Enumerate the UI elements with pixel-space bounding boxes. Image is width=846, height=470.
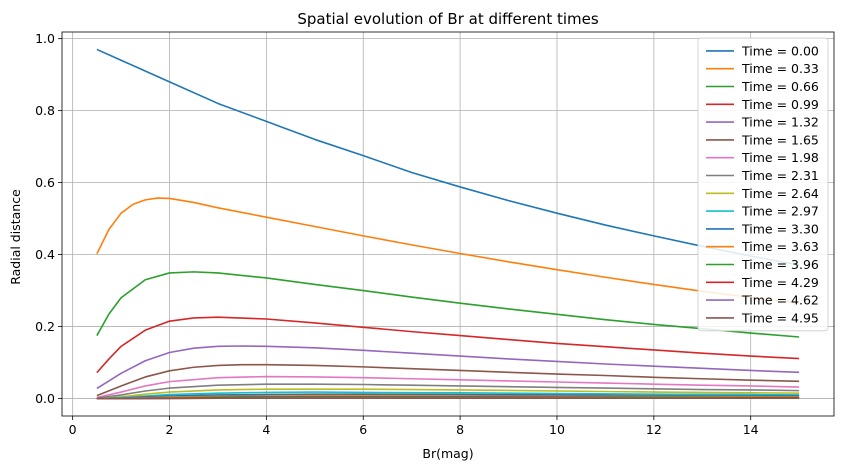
x-tick-label: 14: [743, 422, 759, 437]
y-tick-label: 0.8: [35, 103, 55, 118]
chart-title: Spatial evolution of Br at different tim…: [297, 10, 599, 28]
x-tick-label: 6: [359, 422, 367, 437]
x-tick-label: 10: [549, 422, 565, 437]
legend-label: Time = 0.66: [741, 79, 819, 94]
y-tick-label: 0.0: [35, 391, 55, 406]
x-tick-label: 8: [456, 422, 464, 437]
legend-label: Time = 0.99: [741, 97, 819, 112]
legend-label: Time = 4.62: [741, 293, 819, 308]
legend-label: Time = 3.96: [741, 257, 819, 272]
y-tick-label: 0.4: [35, 247, 55, 262]
legend-label: Time = 0.00: [741, 43, 819, 58]
legend-label: Time = 1.98: [741, 150, 819, 165]
axes-frame: [61, 31, 835, 417]
legend-label: Time = 1.32: [741, 115, 819, 130]
legend-label: Time = 4.29: [741, 275, 819, 290]
series-line-3: [96, 271, 800, 338]
series-line-10: [96, 391, 800, 400]
series-line-7: [96, 375, 800, 399]
x-axis-label: Br(mag): [422, 446, 473, 461]
legend-label: Time = 3.30: [741, 221, 819, 236]
series-line-6: [96, 363, 800, 397]
y-tick-label: 0.2: [35, 319, 55, 334]
x-tick-label: 4: [262, 422, 270, 437]
legend-label: Time = 4.95: [741, 310, 819, 325]
legend: Time = 0.00 Time = 0.33 Time = 0.66 Time = …: [697, 37, 829, 332]
x-tick-label: 12: [646, 422, 662, 437]
series-line-2: [96, 197, 800, 304]
plot-area: 0 2 4 6 8 10 12 14 0.0 0.2 0.4 0.6 0.8 1.0 Time = 0.00…: [35, 31, 835, 437]
x-tick-label: 0: [69, 422, 77, 437]
legend-label: Time = 2.64: [741, 186, 819, 201]
x-tick-label: 2: [166, 422, 174, 437]
legend-label: Time = 2.97: [741, 204, 819, 219]
legend-label: Time = 2.31: [741, 168, 819, 183]
series-line-5: [96, 345, 800, 390]
y-tick-label: 1.0: [35, 31, 55, 46]
series-line-9: [96, 388, 800, 400]
series-line-8: [96, 383, 800, 399]
series-line-1: [96, 48, 800, 266]
y-tick-label: 0.6: [35, 175, 55, 190]
series-group: [96, 48, 800, 400]
legend-label: Time = 3.63: [741, 239, 819, 254]
legend-label: Time = 1.65: [741, 132, 819, 147]
y-axis-label: Radial distance: [8, 189, 23, 285]
legend-label: Time = 0.33: [741, 61, 819, 76]
legend-box: [697, 37, 829, 332]
series-line-4: [96, 316, 800, 374]
